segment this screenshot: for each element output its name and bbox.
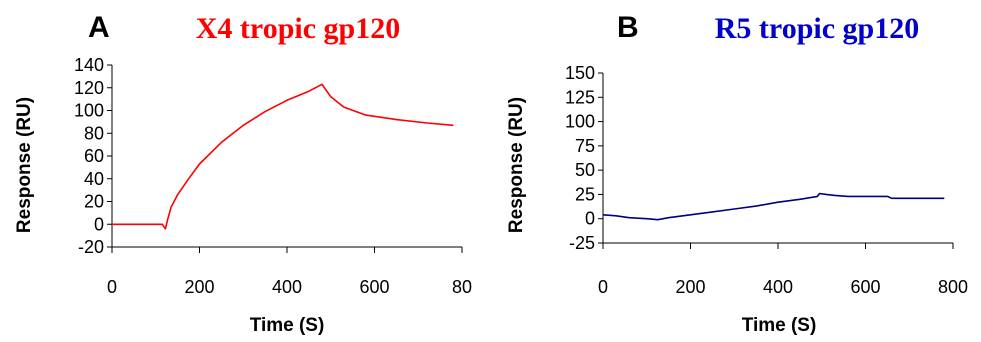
panel-b-y-tick-label: 0 (585, 209, 595, 229)
panel-a-x-tick-label: 600 (359, 277, 389, 297)
panel-a-y-tick-label: 140 (74, 55, 104, 75)
panel-a-y-tick-label: 20 (84, 192, 104, 212)
panel-a-y-axis-label: Response (RU) (14, 97, 35, 233)
panel-a-y-tick-label: 80 (84, 123, 104, 143)
panel-b-y-tick-label: 100 (565, 112, 595, 132)
panel-a-y-tick-label: -20 (78, 237, 104, 257)
panel-b-y-axis-label: Response (RU) (506, 97, 527, 233)
panel-b-x-axis-label: Time (S) (742, 315, 817, 336)
panel-b-y-tick-label: -25 (569, 233, 595, 253)
panel-b-x-tick-label: 800 (938, 277, 968, 297)
panel-b-x-tick-label: 0 (598, 277, 608, 297)
panel-a-letter: A (88, 11, 110, 44)
panel-a: A X4 tropic gp120 Response (RU) Time (S)… (14, 11, 472, 336)
panel-b-x-tick-label: 600 (850, 277, 880, 297)
panel-b: B R5 tropic gp120 Response (RU) Time (S)… (506, 11, 968, 336)
panel-a-x-tick-label: 200 (184, 277, 214, 297)
panel-b-x-tick-label: 400 (763, 277, 793, 297)
panel-b-x-tick-label: 200 (675, 277, 705, 297)
panel-b-letter: B (617, 11, 639, 44)
panel-a-x-tick-label: 0 (107, 277, 117, 297)
panel-a-x-tick-label: 80 (452, 277, 472, 297)
panel-b-y-tick-label: 125 (565, 87, 595, 107)
panel-a-y-tick-label: 120 (74, 78, 104, 98)
panel-a-x-tick-label: 400 (272, 277, 302, 297)
panel-a-x-axis-label: Time (S) (250, 315, 325, 336)
panel-b-y-tick-label: 150 (565, 63, 595, 83)
panel-b-series-line (602, 192, 945, 221)
panel-a-y-tick-label: 60 (84, 146, 104, 166)
panel-b-title: R5 tropic gp120 (715, 12, 919, 45)
panel-b-y-tick-label: 25 (575, 184, 595, 204)
panel-a-y-tick-label: 100 (74, 101, 104, 121)
panel-b-y-tick-label: 50 (575, 160, 595, 180)
panel-a-y-tick-label: 0 (94, 214, 104, 234)
panel-a-y-tick-label: 40 (84, 169, 104, 189)
panel-a-title: X4 tropic gp120 (196, 12, 400, 45)
panel-b-y-tick-label: 75 (575, 136, 595, 156)
panel-a-series-line (112, 83, 454, 230)
